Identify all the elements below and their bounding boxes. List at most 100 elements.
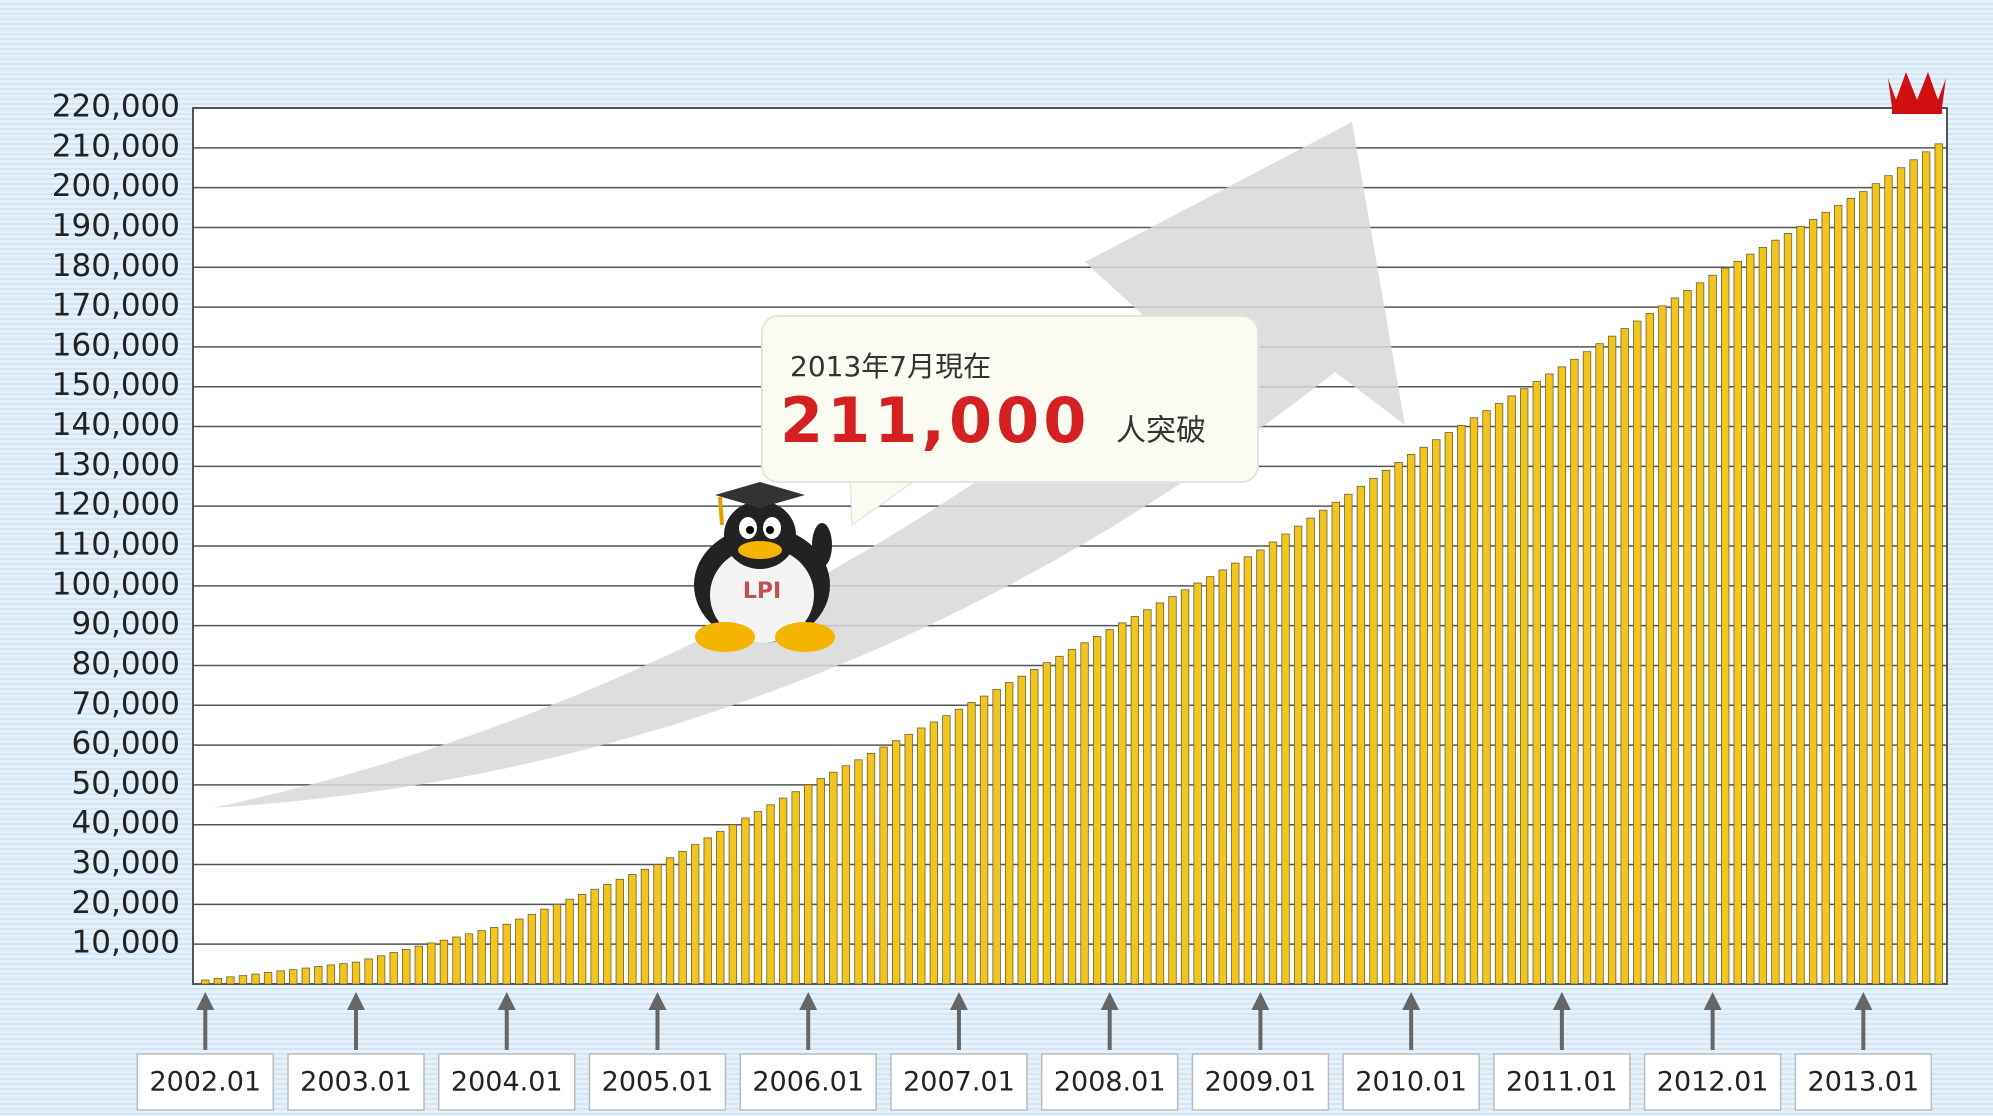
bar: [440, 940, 448, 984]
bar: [453, 937, 461, 984]
bar: [1219, 570, 1227, 984]
bar: [264, 972, 272, 984]
bar: [528, 914, 536, 984]
bar: [1232, 563, 1240, 984]
chart: LPI 2013年7月現在 211,000 人突破 10,00020,00030…: [0, 0, 1993, 1116]
bar: [1181, 590, 1189, 984]
bar: [892, 741, 900, 984]
bar: [980, 696, 988, 984]
bar: [415, 946, 423, 984]
bar: [717, 831, 725, 984]
bar: [1809, 219, 1817, 984]
bar: [402, 949, 410, 984]
y-tick-label: 220,000: [52, 89, 180, 125]
bar: [553, 904, 561, 984]
bar: [654, 865, 662, 984]
y-tick-label: 190,000: [52, 208, 180, 244]
y-tick-label: 50,000: [72, 765, 180, 801]
bar: [1885, 176, 1893, 984]
y-tick-label: 110,000: [52, 527, 180, 563]
y-tick-label: 70,000: [72, 686, 180, 722]
bar: [666, 858, 674, 984]
bar: [1495, 403, 1503, 984]
bar: [465, 934, 473, 984]
bar: [1005, 683, 1013, 984]
bar: [1420, 447, 1428, 984]
bar: [1721, 268, 1729, 984]
bar: [792, 792, 800, 984]
y-tick-label: 40,000: [72, 805, 180, 841]
bar: [1897, 168, 1905, 984]
y-tick-label: 210,000: [52, 128, 180, 164]
bar: [1445, 433, 1453, 984]
bar: [767, 805, 775, 984]
bar: [1872, 184, 1880, 984]
bar: [252, 974, 260, 984]
bar: [327, 965, 335, 984]
bar: [1282, 534, 1290, 984]
bar: [239, 976, 247, 984]
bar: [1483, 411, 1491, 984]
tick-arrow-head: [196, 992, 214, 1010]
bar: [880, 747, 888, 984]
y-tick-label: 100,000: [52, 566, 180, 602]
bar: [1822, 212, 1830, 984]
bar: [1106, 630, 1114, 984]
tick-arrow-head: [347, 992, 365, 1010]
bar: [679, 851, 687, 984]
x-tick-label: 2003.01: [300, 1067, 412, 1098]
tick-arrow-head: [1553, 992, 1571, 1010]
bar: [817, 779, 825, 984]
bar: [1659, 306, 1667, 984]
bar: [1043, 663, 1051, 984]
y-tick-label: 180,000: [52, 248, 180, 284]
y-tick-label: 60,000: [72, 726, 180, 762]
annotation-date: 2013年7月現在: [790, 350, 991, 383]
bar: [779, 798, 787, 984]
bar: [1118, 623, 1126, 984]
bar: [1910, 160, 1918, 984]
bar: [289, 970, 297, 984]
y-tick-label: 120,000: [52, 487, 180, 523]
bar: [1533, 382, 1541, 984]
bar: [1018, 676, 1026, 984]
bar: [315, 966, 323, 984]
bar: [1131, 616, 1139, 984]
bar: [1508, 396, 1516, 984]
y-tick-label: 130,000: [52, 447, 180, 483]
bar: [390, 953, 398, 984]
y-tick-label: 140,000: [52, 407, 180, 443]
tick-arrow-head: [1704, 992, 1722, 1010]
bar: [742, 818, 750, 984]
tick-arrow-head: [1854, 992, 1872, 1010]
bar: [704, 838, 712, 984]
bar: [1759, 247, 1767, 984]
bar: [1646, 313, 1654, 984]
bar: [1068, 650, 1076, 984]
bar: [365, 959, 373, 984]
svg-text:LPI: LPI: [743, 579, 781, 604]
bar: [804, 785, 812, 984]
bar: [503, 924, 511, 984]
bar: [1257, 550, 1265, 984]
bar: [1935, 144, 1943, 984]
y-tick-label: 30,000: [72, 845, 180, 881]
bar: [566, 899, 574, 984]
bar: [1860, 192, 1868, 984]
bar: [616, 879, 624, 984]
bar: [591, 889, 599, 984]
bar: [1834, 206, 1842, 984]
bar: [340, 964, 348, 984]
bar: [867, 753, 875, 984]
bar: [214, 978, 222, 984]
bar: [377, 956, 385, 984]
bar: [1244, 557, 1252, 984]
bar: [1709, 275, 1717, 984]
bar: [490, 927, 498, 984]
bar: [905, 734, 913, 984]
bar: [968, 702, 976, 984]
bar: [1345, 494, 1353, 984]
bar: [1093, 636, 1101, 984]
bar: [1307, 518, 1315, 984]
tick-arrow-head: [1402, 992, 1420, 1010]
